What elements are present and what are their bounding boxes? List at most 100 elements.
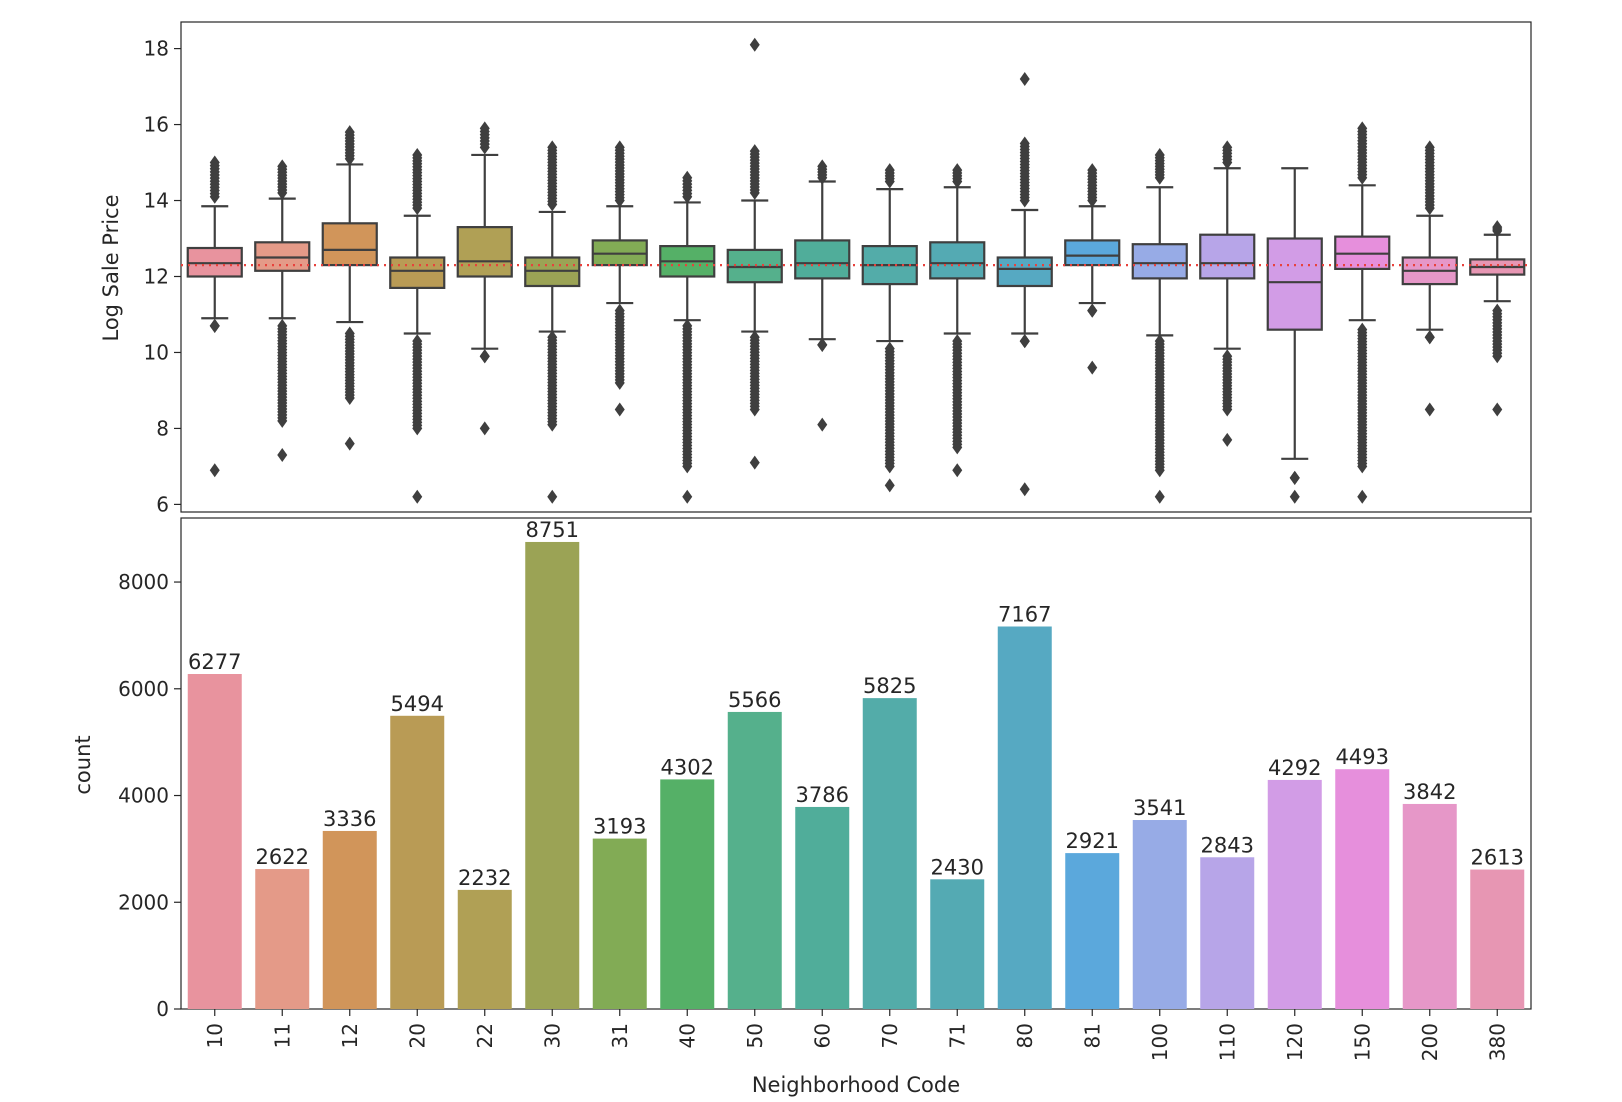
bar xyxy=(795,806,850,1009)
outlier-point xyxy=(1222,140,1233,155)
box-iqr xyxy=(321,222,378,267)
bar xyxy=(1335,769,1390,1009)
bar-data-label: 3842 xyxy=(1403,780,1456,804)
box-plot-y-tick-label: 18 xyxy=(144,37,169,61)
bar-data-label: 2613 xyxy=(1471,846,1524,870)
outlier-point xyxy=(412,147,423,162)
outlier-point xyxy=(1424,140,1435,155)
box-group xyxy=(1131,147,1188,504)
outlier-point xyxy=(1154,147,1165,162)
box-group xyxy=(794,159,851,432)
outlier-point xyxy=(1357,322,1368,337)
bar-chart-x-tick-label: 12 xyxy=(338,1023,362,1048)
box-group xyxy=(726,37,783,470)
box-group xyxy=(321,125,378,451)
bar-data-label: 2843 xyxy=(1201,833,1254,857)
bar-chart-panel: 0 2000 4000 6000 8000 6277 2622 3336 5494 2232 87… xyxy=(71,517,1532,1097)
outlier-point xyxy=(1154,489,1165,504)
box-group xyxy=(1469,220,1526,417)
outlier-point xyxy=(1087,163,1098,178)
bar-chart-x-tick-label: 31 xyxy=(608,1023,632,1048)
outlier-point xyxy=(1357,489,1368,504)
bar-data-label: 8751 xyxy=(526,518,579,542)
box-plot-y-tick-label: 16 xyxy=(144,113,169,137)
box-plot-y-tick-label: 10 xyxy=(144,340,169,364)
outlier-point xyxy=(209,318,220,333)
box-group xyxy=(1064,163,1121,375)
outlier-point xyxy=(1019,482,1030,497)
bar-chart-x-ticks: 10 11 12 20 22 30 31 40 50 60 70 71 80 81 100 110 120 150… xyxy=(203,1009,1509,1061)
outlier-point xyxy=(1492,220,1503,235)
outlier-point xyxy=(952,334,963,349)
bar-chart-x-tick-label: 71 xyxy=(945,1023,969,1048)
box-group xyxy=(254,159,311,463)
bar-data-label: 3336 xyxy=(323,807,376,831)
bar-chart-x-tick-label: 200 xyxy=(1418,1023,1442,1061)
bar-data-label: 5494 xyxy=(391,692,444,716)
bar-chart-x-tick-label: 81 xyxy=(1080,1023,1104,1048)
bar-data-label: 2622 xyxy=(256,845,309,869)
outlier-point xyxy=(1019,71,1030,86)
outlier-point xyxy=(682,318,693,333)
bar xyxy=(592,838,647,1009)
box-plot-y-tick-label: 14 xyxy=(144,189,169,213)
outlier-point xyxy=(209,155,220,170)
box-plot-y-ticks: 6 8 10 12 14 16 18 xyxy=(144,37,181,516)
outlier-point xyxy=(952,463,963,478)
bar xyxy=(255,869,310,1009)
outlier-point xyxy=(412,489,423,504)
outlier-point xyxy=(277,159,288,174)
outlier-point xyxy=(952,163,963,178)
bar xyxy=(997,626,1052,1009)
box-iqr xyxy=(1064,239,1121,267)
outlier-point xyxy=(1019,334,1030,349)
box-group xyxy=(186,155,243,478)
bar-chart-x-tick-label: 40 xyxy=(675,1023,699,1048)
bar-chart-x-tick-label: 100 xyxy=(1148,1023,1172,1061)
box-plot-y-tick-label: 8 xyxy=(156,416,169,440)
bar xyxy=(660,779,715,1009)
outlier-point xyxy=(1019,136,1030,151)
outlier-point xyxy=(817,337,828,352)
outlier-point xyxy=(1222,349,1233,364)
bar-data-label: 5566 xyxy=(728,688,781,712)
box-iqr xyxy=(1131,243,1188,280)
outlier-point xyxy=(1087,360,1098,375)
outlier-point xyxy=(1424,330,1435,345)
box-plot-axes-frame xyxy=(180,21,1532,513)
outlier-point xyxy=(1289,470,1300,485)
bar-chart-y-tick-label: 8000 xyxy=(118,570,169,594)
bar xyxy=(1132,820,1187,1009)
outlier-point xyxy=(817,159,828,174)
box-iqr xyxy=(929,241,986,280)
bar-chart-x-tick-label: 150 xyxy=(1350,1023,1374,1061)
box-plot-panel: 6 8 10 12 14 16 18 Log Sale Price xyxy=(99,21,1532,516)
box-group xyxy=(1199,140,1256,447)
box-iqr xyxy=(456,226,513,278)
outlier-point xyxy=(817,417,828,432)
outlier-point xyxy=(344,326,355,341)
box-group xyxy=(929,163,986,478)
outlier-point xyxy=(277,318,288,333)
box-group xyxy=(591,140,648,417)
bar xyxy=(322,830,377,1009)
bar xyxy=(1065,853,1120,1009)
bar xyxy=(862,698,917,1009)
bar-data-label: 2430 xyxy=(931,855,984,879)
box-iqr xyxy=(1266,237,1323,331)
outlier-point xyxy=(614,402,625,417)
bar xyxy=(390,715,445,1009)
bar xyxy=(1200,857,1255,1009)
box-plot-y-tick-label: 12 xyxy=(144,264,169,288)
bar-data-label: 5825 xyxy=(863,674,916,698)
bar-chart-y-ticks: 0 2000 4000 6000 8000 xyxy=(118,570,181,1021)
box-iqr xyxy=(794,239,851,280)
box-iqr xyxy=(389,256,446,289)
bar xyxy=(187,673,242,1009)
outlier-point xyxy=(412,334,423,349)
outlier-point xyxy=(479,349,490,364)
outlier-point xyxy=(614,140,625,155)
outlier-point xyxy=(277,448,288,463)
bar-chart-y-tick-label: 0 xyxy=(156,997,169,1021)
bar-data-label: 2232 xyxy=(458,866,511,890)
